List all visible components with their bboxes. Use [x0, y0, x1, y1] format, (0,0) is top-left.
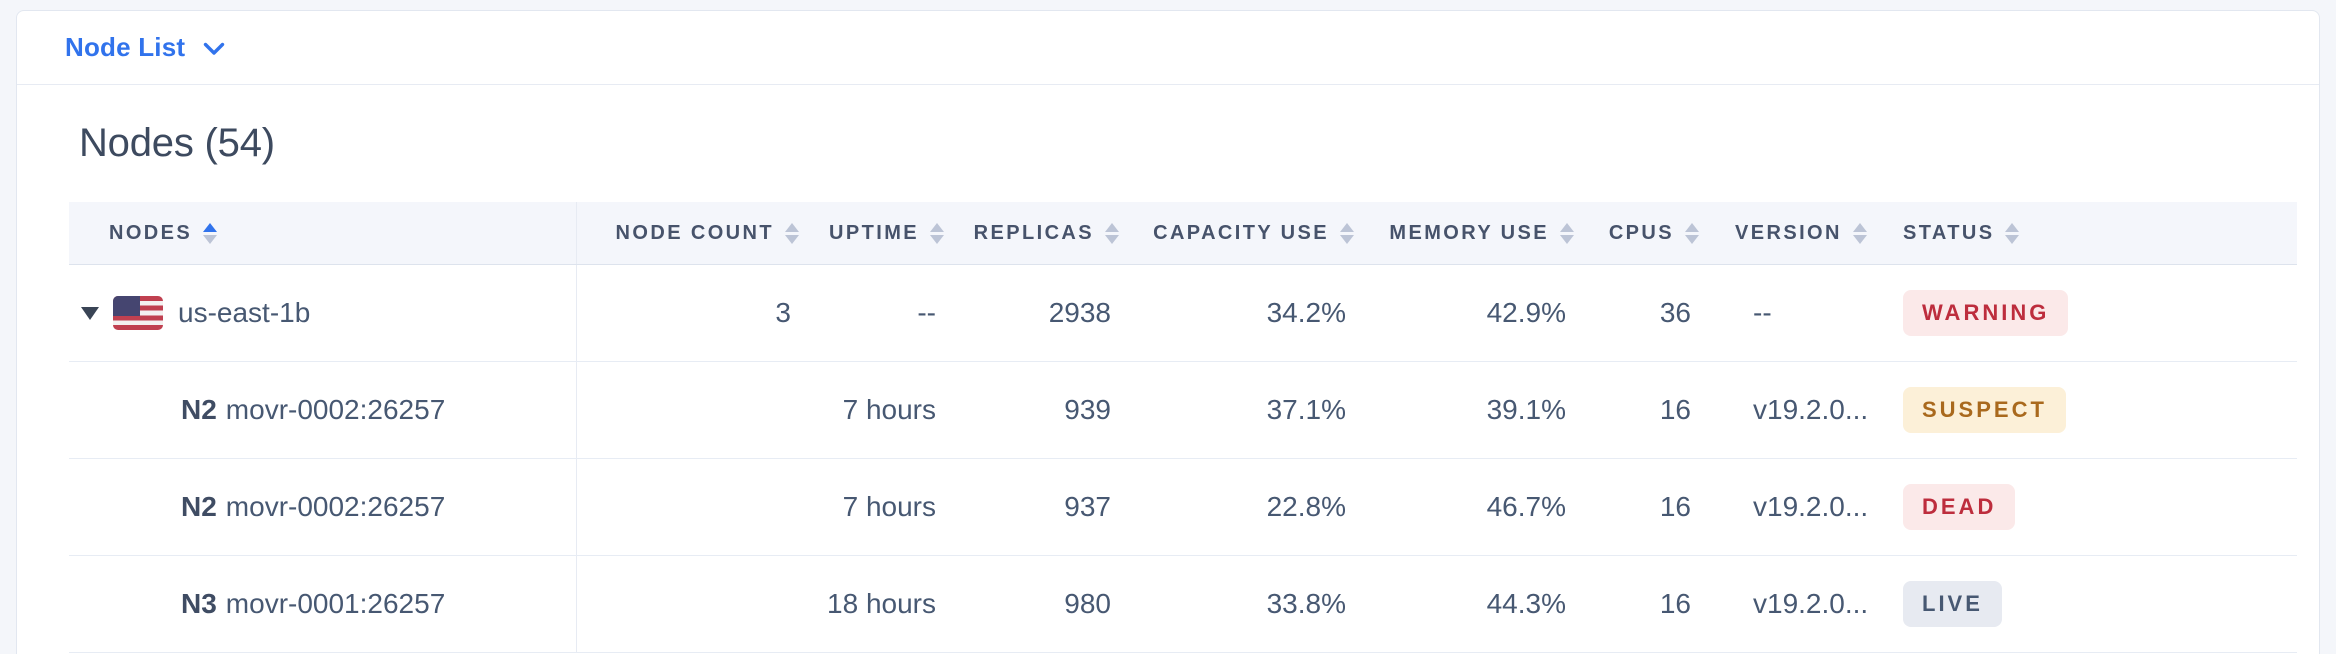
cell-nodes: N3 movr-0001:26257 — [69, 556, 577, 652]
column-label: STATUS — [1903, 221, 1995, 244]
node-row[interactable]: N3 movr-0001:26257 18 hours 980 33.8% 44… — [69, 556, 2297, 653]
cell-nodes: us-east-1b — [69, 265, 577, 361]
cell-status: WARNING — [1891, 265, 2297, 361]
column-header-node-count[interactable]: NODE COUNT — [577, 202, 801, 264]
cell-capacity-use: 22.8% — [1266, 491, 1346, 522]
column-header-status[interactable]: STATUS — [1891, 202, 2297, 264]
cell-status: LIVE — [1891, 556, 2297, 652]
cell-status: SUSPECT — [1891, 362, 2297, 458]
view-switcher-label: Node List — [65, 32, 186, 62]
sort-icon[interactable] — [1560, 222, 1574, 244]
cell-node-count: 3 — [775, 297, 791, 328]
cell-status: DEAD — [1891, 459, 2297, 555]
cell-capacity-use: 34.2% — [1266, 297, 1346, 328]
region-row[interactable]: us-east-1b 3 -- 2938 34.2% 42.9% 36 -- W… — [69, 265, 2297, 362]
cell-uptime: 7 hours — [842, 394, 936, 425]
column-header-nodes[interactable]: NODES — [69, 202, 577, 264]
column-header-memory-use[interactable]: MEMORY USE — [1356, 202, 1576, 264]
cell-uptime: 7 hours — [842, 491, 936, 522]
sort-icon[interactable] — [1852, 222, 1867, 244]
sort-icon[interactable] — [785, 222, 799, 244]
column-label: MEMORY USE — [1389, 221, 1549, 244]
sort-icon[interactable] — [1340, 222, 1354, 244]
node-list-table: NODES NODE COUNT UPTIME REPLICAS CAPACIT… — [69, 202, 2297, 653]
column-header-version[interactable]: VERSION — [1701, 202, 1891, 264]
column-label: CPUS — [1608, 221, 1674, 244]
cell-replicas: 2938 — [1048, 297, 1111, 328]
cell-node-count — [577, 556, 801, 652]
sort-icon[interactable] — [930, 222, 944, 244]
node-id: N2 — [181, 491, 217, 522]
node-id: N2 — [181, 394, 217, 425]
sort-icon[interactable] — [1105, 222, 1119, 244]
cell-memory-use: 46.7% — [1486, 491, 1566, 522]
table-header-row: NODES NODE COUNT UPTIME REPLICAS CAPACIT… — [69, 202, 2297, 265]
status-badge: LIVE — [1903, 581, 2002, 627]
page-title: Nodes (54) — [79, 121, 275, 165]
column-label: VERSION — [1735, 221, 1842, 244]
node-row[interactable]: N2 movr-0002:26257 7 hours 937 22.8% 46.… — [69, 459, 2297, 556]
status-badge: DEAD — [1903, 484, 2016, 530]
node-address: movr-0001:26257 — [225, 588, 446, 619]
nodes-card: Node List Nodes (54) NODES NODE COUNT UP… — [16, 10, 2320, 654]
column-label: NODES — [109, 221, 193, 244]
column-label: CAPACITY USE — [1153, 221, 1329, 244]
region-name: us-east-1b — [178, 297, 311, 328]
cell-capacity-use: 33.8% — [1266, 588, 1346, 619]
status-badge: SUSPECT — [1903, 387, 2066, 433]
cell-cpus: 16 — [1659, 491, 1691, 522]
cell-cpus: 16 — [1659, 394, 1691, 425]
column-label: NODE COUNT — [615, 221, 774, 244]
chevron-down-icon — [204, 42, 225, 55]
column-header-uptime[interactable]: UPTIME — [801, 202, 946, 264]
cell-replicas: 980 — [1064, 588, 1111, 619]
cell-version: v19.2.0... — [1753, 491, 1869, 522]
cell-cpus: 16 — [1659, 588, 1691, 619]
cell-replicas: 937 — [1064, 491, 1111, 522]
sort-icon[interactable] — [2005, 222, 2020, 244]
sort-icon[interactable] — [1685, 222, 1699, 244]
view-switcher-dropdown[interactable]: Node List — [65, 32, 225, 63]
column-label: UPTIME — [829, 221, 919, 244]
us-flag-icon — [113, 296, 163, 330]
cell-replicas: 939 — [1064, 394, 1111, 425]
cell-nodes: N2 movr-0002:26257 — [69, 459, 577, 555]
cell-memory-use: 39.1% — [1486, 394, 1566, 425]
cell-version: -- — [1753, 297, 1772, 328]
column-header-replicas[interactable]: REPLICAS — [946, 202, 1121, 264]
status-badge: WARNING — [1903, 290, 2069, 336]
column-header-cpus[interactable]: CPUS — [1576, 202, 1701, 264]
column-header-capacity-use[interactable]: CAPACITY USE — [1121, 202, 1356, 264]
cell-memory-use: 42.9% — [1486, 297, 1566, 328]
cell-node-count — [577, 362, 801, 458]
nodes-content: Nodes (54) NODES NODE COUNT UPTIME REPLI… — [17, 119, 2319, 653]
cell-version: v19.2.0... — [1753, 588, 1869, 619]
cell-node-count — [577, 459, 801, 555]
column-label: REPLICAS — [973, 221, 1094, 244]
cell-memory-use: 44.3% — [1486, 588, 1566, 619]
cell-capacity-use: 37.1% — [1266, 394, 1346, 425]
view-switcher-bar: Node List — [17, 11, 2319, 85]
node-address: movr-0002:26257 — [225, 394, 446, 425]
sort-icon[interactable] — [203, 222, 218, 244]
node-id: N3 — [181, 588, 217, 619]
cell-version: v19.2.0... — [1753, 394, 1869, 425]
cell-nodes: N2 movr-0002:26257 — [69, 362, 577, 458]
cell-cpus: 36 — [1659, 297, 1691, 328]
cell-uptime: -- — [917, 297, 936, 328]
node-address: movr-0002:26257 — [225, 491, 446, 522]
node-row[interactable]: N2 movr-0002:26257 7 hours 939 37.1% 39.… — [69, 362, 2297, 459]
cell-uptime: 18 hours — [827, 588, 936, 619]
collapse-caret-icon[interactable] — [81, 306, 99, 320]
